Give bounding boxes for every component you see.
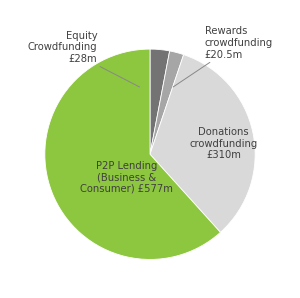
Wedge shape (150, 51, 184, 154)
Wedge shape (45, 49, 220, 260)
Text: Donations
crowdfunding
£310m: Donations crowdfunding £310m (190, 127, 258, 160)
Text: P2P Lending
(Business &
Consumer) £577m: P2P Lending (Business & Consumer) £577m (80, 161, 173, 194)
Text: Equity
Crowdfunding
£28m: Equity Crowdfunding £28m (28, 31, 140, 87)
Wedge shape (150, 49, 170, 154)
Wedge shape (150, 55, 255, 232)
Text: Rewards
crowdfunding
£20.5m: Rewards crowdfunding £20.5m (173, 27, 273, 87)
